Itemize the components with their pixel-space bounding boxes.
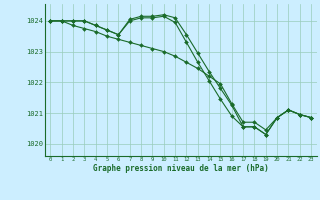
X-axis label: Graphe pression niveau de la mer (hPa): Graphe pression niveau de la mer (hPa) [93, 164, 269, 173]
